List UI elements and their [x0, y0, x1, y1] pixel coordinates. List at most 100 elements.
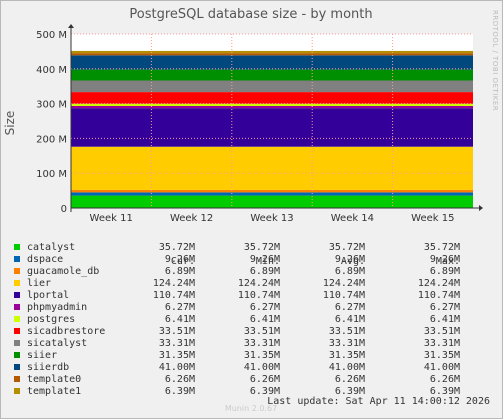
area-lportal — [71, 108, 473, 147]
area-dspace — [71, 192, 473, 196]
legend-swatch — [14, 304, 20, 310]
legend-row: postgres 6.41M 6.41M 6.41M 6.41M — [14, 314, 460, 325]
legend-row: catalyst 35.72M 35.72M 35.72M 35.72M — [14, 242, 460, 253]
legend-row: siier 31.35M 31.35M 31.35M 31.35M — [14, 350, 460, 361]
legend-cur: 110.74M — [153, 290, 195, 301]
legend-cur: 124.24M — [153, 278, 195, 289]
legend-min: 6.39M — [250, 386, 280, 397]
legend-row: dspace 9.26M 9.26M 9.26M 9.26M — [14, 254, 460, 265]
legend-max: 33.31M — [424, 338, 460, 349]
legend-cur: 6.41M — [165, 314, 195, 325]
area-catalyst — [71, 195, 473, 208]
rrdtool-credit: RRDTOOL / TOBI OETIKER — [491, 10, 499, 111]
y-axis-label: Size — [3, 111, 17, 136]
legend-name: template1 — [27, 386, 81, 397]
munin-version: Munin 2.0.67 — [225, 404, 277, 413]
legend-header-max: Max: — [436, 256, 460, 267]
legend-avg: 6.39M — [335, 386, 365, 397]
legend-row: phpmyadmin 6.27M 6.27M 6.27M 6.27M — [14, 302, 460, 313]
area-postgres — [71, 103, 473, 106]
legend-row: guacamole_db 6.89M 6.89M 6.89M 6.89M — [14, 266, 460, 277]
legend-min: 33.51M — [244, 326, 280, 337]
legend-row: template1 6.39M 6.39M 6.39M 6.39M — [14, 386, 460, 397]
y-tick-label: 0 — [61, 204, 67, 215]
area-phpmyadmin — [71, 105, 473, 109]
legend-max: 110.74M — [418, 290, 460, 301]
legend-name: sicadbrestore — [27, 326, 105, 337]
x-tick-label: Week 14 — [331, 213, 374, 224]
area-sicadbrestore — [71, 92, 473, 104]
y-tick-label: 200 M — [36, 134, 67, 145]
legend-cur: 33.31M — [159, 338, 195, 349]
legend-max: 41.00M — [424, 362, 460, 373]
legend-row: template0 6.26M 6.26M 6.26M 6.26M — [14, 374, 460, 385]
legend-avg: 110.74M — [323, 290, 365, 301]
legend-max: 9.26M — [430, 254, 460, 265]
area-siier — [71, 69, 473, 81]
legend-cur: 6.26M — [165, 374, 195, 385]
legend-name: sicatalyst — [27, 338, 87, 349]
area-template1 — [71, 50, 473, 54]
legend-row: sicadbrestore 33.51M 33.51M 33.51M 33.51M — [14, 326, 460, 337]
last-update: Last update: Sat Apr 11 14:00:12 2026 — [267, 396, 490, 407]
legend-header-min: Min: — [256, 256, 280, 267]
legend-cur: 6.39M — [165, 386, 195, 397]
legend-swatch — [14, 388, 20, 394]
area-guacamole-db — [71, 189, 473, 193]
legend-max: 33.51M — [424, 326, 460, 337]
legend-name: dspace — [27, 254, 63, 265]
legend-name: catalyst — [27, 242, 75, 253]
legend-max: 6.27M — [430, 302, 460, 313]
legend-avg: 33.51M — [329, 326, 365, 337]
legend-swatch — [14, 268, 20, 274]
legend-swatch — [14, 244, 20, 250]
area-siierdb — [71, 55, 473, 70]
legend-swatch — [14, 256, 20, 262]
legend-max: 35.72M — [424, 242, 460, 253]
legend-name: postgres — [27, 314, 75, 325]
legend-swatch — [14, 352, 20, 358]
legend-row: lportal 110.74M 110.74M 110.74M 110.74M — [14, 290, 460, 301]
legend-max: 6.89M — [430, 266, 460, 277]
legend-avg: 124.24M — [323, 278, 365, 289]
legend-min: 41.00M — [244, 362, 280, 373]
legend-row: siierdb 41.00M 41.00M 41.00M 41.00M — [14, 362, 460, 373]
legend-cur: 9.26M — [165, 254, 195, 265]
legend-avg: 6.89M — [335, 266, 365, 277]
legend-swatch — [14, 376, 20, 382]
legend-name: guacamole_db — [27, 266, 99, 277]
y-tick-label: 100 M — [36, 169, 67, 180]
chart-title: PostgreSQL database size - by month — [129, 7, 372, 22]
legend-cur: 6.27M — [165, 302, 195, 313]
legend-swatch — [14, 316, 20, 322]
legend-min: 31.35M — [244, 350, 280, 361]
legend-cur: 33.51M — [159, 326, 195, 337]
x-tick-label: Week 11 — [90, 213, 133, 224]
legend-name: phpmyadmin — [27, 302, 87, 313]
legend-min: 33.31M — [244, 338, 280, 349]
legend-avg: 31.35M — [329, 350, 365, 361]
area-template0 — [71, 53, 473, 56]
area-sicatalyst — [71, 80, 473, 93]
legend-row: lier 124.24M 124.24M 124.24M 124.24M — [14, 278, 460, 289]
legend-name: template0 — [27, 374, 81, 385]
legend-min: 110.74M — [238, 290, 280, 301]
legend-min: 6.89M — [250, 266, 280, 277]
x-tick-label: Week 12 — [170, 213, 213, 224]
legend-header-avg: Avg: — [341, 256, 365, 267]
legend-avg: 33.31M — [329, 338, 365, 349]
legend-min: 124.24M — [238, 278, 280, 289]
legend-avg: 35.72M — [329, 242, 365, 253]
legend-min: 6.41M — [250, 314, 280, 325]
legend-min: 9.26M — [250, 254, 280, 265]
legend-max: 6.26M — [430, 374, 460, 385]
legend-cur: 31.35M — [159, 350, 195, 361]
legend-cur: 6.89M — [165, 266, 195, 277]
legend-max: 6.41M — [430, 314, 460, 325]
legend-avg: 41.00M — [329, 362, 365, 373]
legend-row: sicatalyst 33.31M 33.31M 33.31M 33.31M — [14, 338, 460, 349]
y-tick-label: 400 M — [36, 65, 67, 76]
legend-swatch — [14, 292, 20, 298]
legend-avg: 6.26M — [335, 374, 365, 385]
